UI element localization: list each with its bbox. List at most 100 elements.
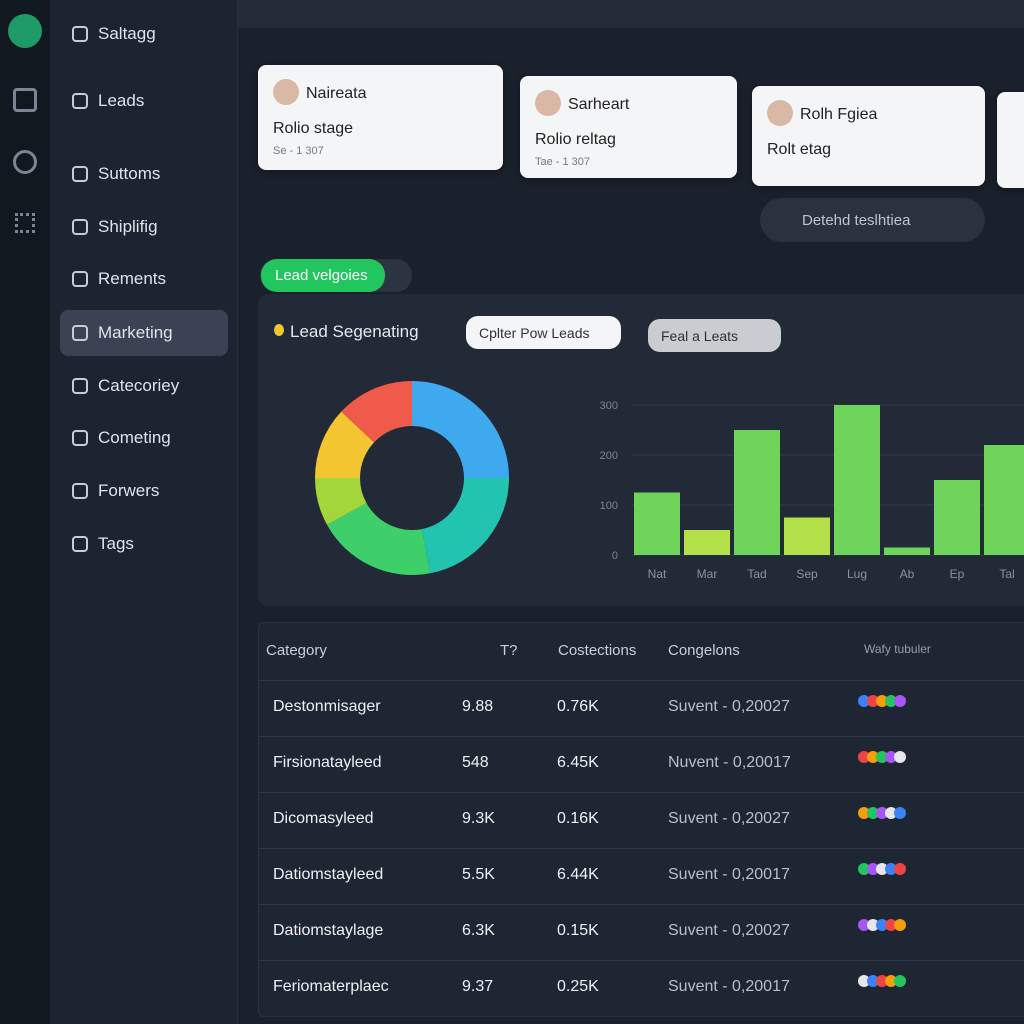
x-tick-label: Lug	[847, 567, 867, 581]
sidebar	[50, 0, 238, 1024]
nav-item[interactable]: Rements	[60, 256, 228, 302]
donut-segment	[326, 503, 431, 575]
color-dots	[858, 806, 906, 824]
rail-icon[interactable]	[13, 150, 37, 174]
table-cell: Suvent - 0,20027	[668, 810, 790, 827]
card-name: Sarheart	[568, 96, 630, 113]
bar	[734, 430, 780, 555]
card-stage: Rolio reltag	[535, 131, 616, 148]
donut-segment	[315, 411, 375, 478]
donut-segment	[341, 381, 412, 443]
dot	[894, 863, 906, 875]
nav-icon	[72, 219, 88, 235]
card[interactable]: Rolh Fgiea Rolt etag	[752, 86, 985, 186]
bar	[634, 492, 680, 555]
card-date: Se - 1 307	[273, 145, 324, 157]
table-cell: 0.16K	[557, 810, 599, 827]
table-cell: 5.5K	[462, 866, 495, 883]
table-cell: 9.37	[462, 978, 494, 995]
nav-item[interactable]: Suttoms	[60, 151, 228, 197]
table-header: Wafy tubuler	[864, 642, 931, 656]
row-divider	[258, 848, 1024, 849]
donut-segment	[315, 478, 367, 525]
nav-item[interactable]: Marketing	[60, 310, 228, 356]
table-header: Costections	[558, 642, 637, 659]
card[interactable]: Naireata Rolio stage Se - 1 307	[258, 65, 503, 170]
table	[258, 622, 1024, 1017]
card[interactable]	[997, 92, 1024, 188]
nav-icon	[72, 378, 88, 394]
x-tick-label: Nat	[648, 567, 667, 581]
table-cell: Suvent - 0,20017	[668, 978, 790, 995]
nav-item[interactable]: Leads	[60, 78, 228, 124]
color-dots	[858, 974, 906, 992]
avatar	[767, 100, 793, 126]
y-tick-label: 200	[600, 450, 618, 462]
table-cell: Dicomasyleed	[273, 810, 374, 827]
card-stage: Rolio stage	[273, 120, 354, 137]
nav-item[interactable]: Saltagg	[60, 11, 228, 57]
y-tick-label: 100	[600, 500, 618, 512]
table-cell: Suvent - 0,20027	[668, 922, 790, 939]
dot	[894, 807, 906, 819]
table-cell: Datiomstayleed	[273, 866, 384, 883]
nav-item[interactable]: Tags	[60, 521, 228, 567]
table-cell: Destonmisager	[273, 698, 381, 715]
nav-icon	[72, 93, 88, 109]
nav-item[interactable]: Shiplifig	[60, 204, 228, 250]
rail-icon[interactable]	[13, 88, 37, 112]
nav-icon	[72, 26, 88, 42]
table-header: Category	[266, 642, 327, 659]
nav-item[interactable]: Catecoriey	[60, 363, 228, 409]
top-bar	[238, 0, 1024, 28]
bar	[684, 530, 730, 555]
table-cell: Firsionatayleed	[273, 754, 382, 771]
table-cell: Suvent - 0,20027	[668, 698, 790, 715]
bar	[784, 517, 830, 555]
bar	[884, 547, 930, 555]
avatar	[535, 90, 561, 116]
filter-chip[interactable]: Lead velgoies	[261, 259, 385, 292]
dot	[894, 751, 906, 763]
rail-icon[interactable]	[15, 213, 35, 233]
dot	[894, 919, 906, 931]
nav-icon	[72, 166, 88, 182]
card-name: Rolh Fgiea	[800, 106, 878, 123]
color-dots	[858, 918, 906, 936]
table-cell: 6.44K	[557, 866, 599, 883]
x-tick-label: Tal	[999, 567, 1014, 581]
bar	[934, 480, 980, 555]
card-stage: Rolt etag	[767, 141, 832, 158]
nav-item[interactable]: Forwers	[60, 468, 228, 514]
logo	[8, 14, 42, 48]
avatar	[273, 79, 299, 105]
nav-item[interactable]: Cometing	[60, 415, 228, 461]
panel-title: Lead Segenating	[290, 322, 419, 341]
table-header: Congelons	[668, 642, 740, 659]
bar	[984, 445, 1024, 555]
table-cell: Nuvent - 0,20017	[668, 754, 791, 771]
table-cell: Suvent - 0,20017	[668, 866, 790, 883]
y-tick-label: 300	[600, 400, 618, 412]
icon-rail	[0, 0, 50, 1024]
table-cell: 0.15K	[557, 922, 599, 939]
row-divider	[258, 904, 1024, 905]
nav-icon	[72, 536, 88, 552]
x-tick-label: Tad	[747, 567, 766, 581]
table-cell: 6.3K	[462, 922, 495, 939]
x-tick-label: Mar	[697, 567, 718, 581]
table-header[interactable]: T?	[500, 642, 518, 659]
table-cell: 0.76K	[557, 698, 599, 715]
nav-icon	[72, 483, 88, 499]
card-date: Tae - 1 307	[535, 156, 591, 168]
panel-button[interactable]: Feal a Leats	[648, 319, 781, 352]
card[interactable]: Sarheart Rolio reltag Tae - 1 307	[520, 76, 737, 178]
table-cell: Feriomaterplaec	[273, 978, 389, 995]
panel-button[interactable]: Cplter Pow Leads	[466, 316, 621, 349]
status-pill[interactable]: Detehd teslhtiea	[760, 198, 985, 242]
color-dots	[858, 862, 906, 880]
nav-icon	[72, 325, 88, 341]
dot	[894, 975, 906, 987]
